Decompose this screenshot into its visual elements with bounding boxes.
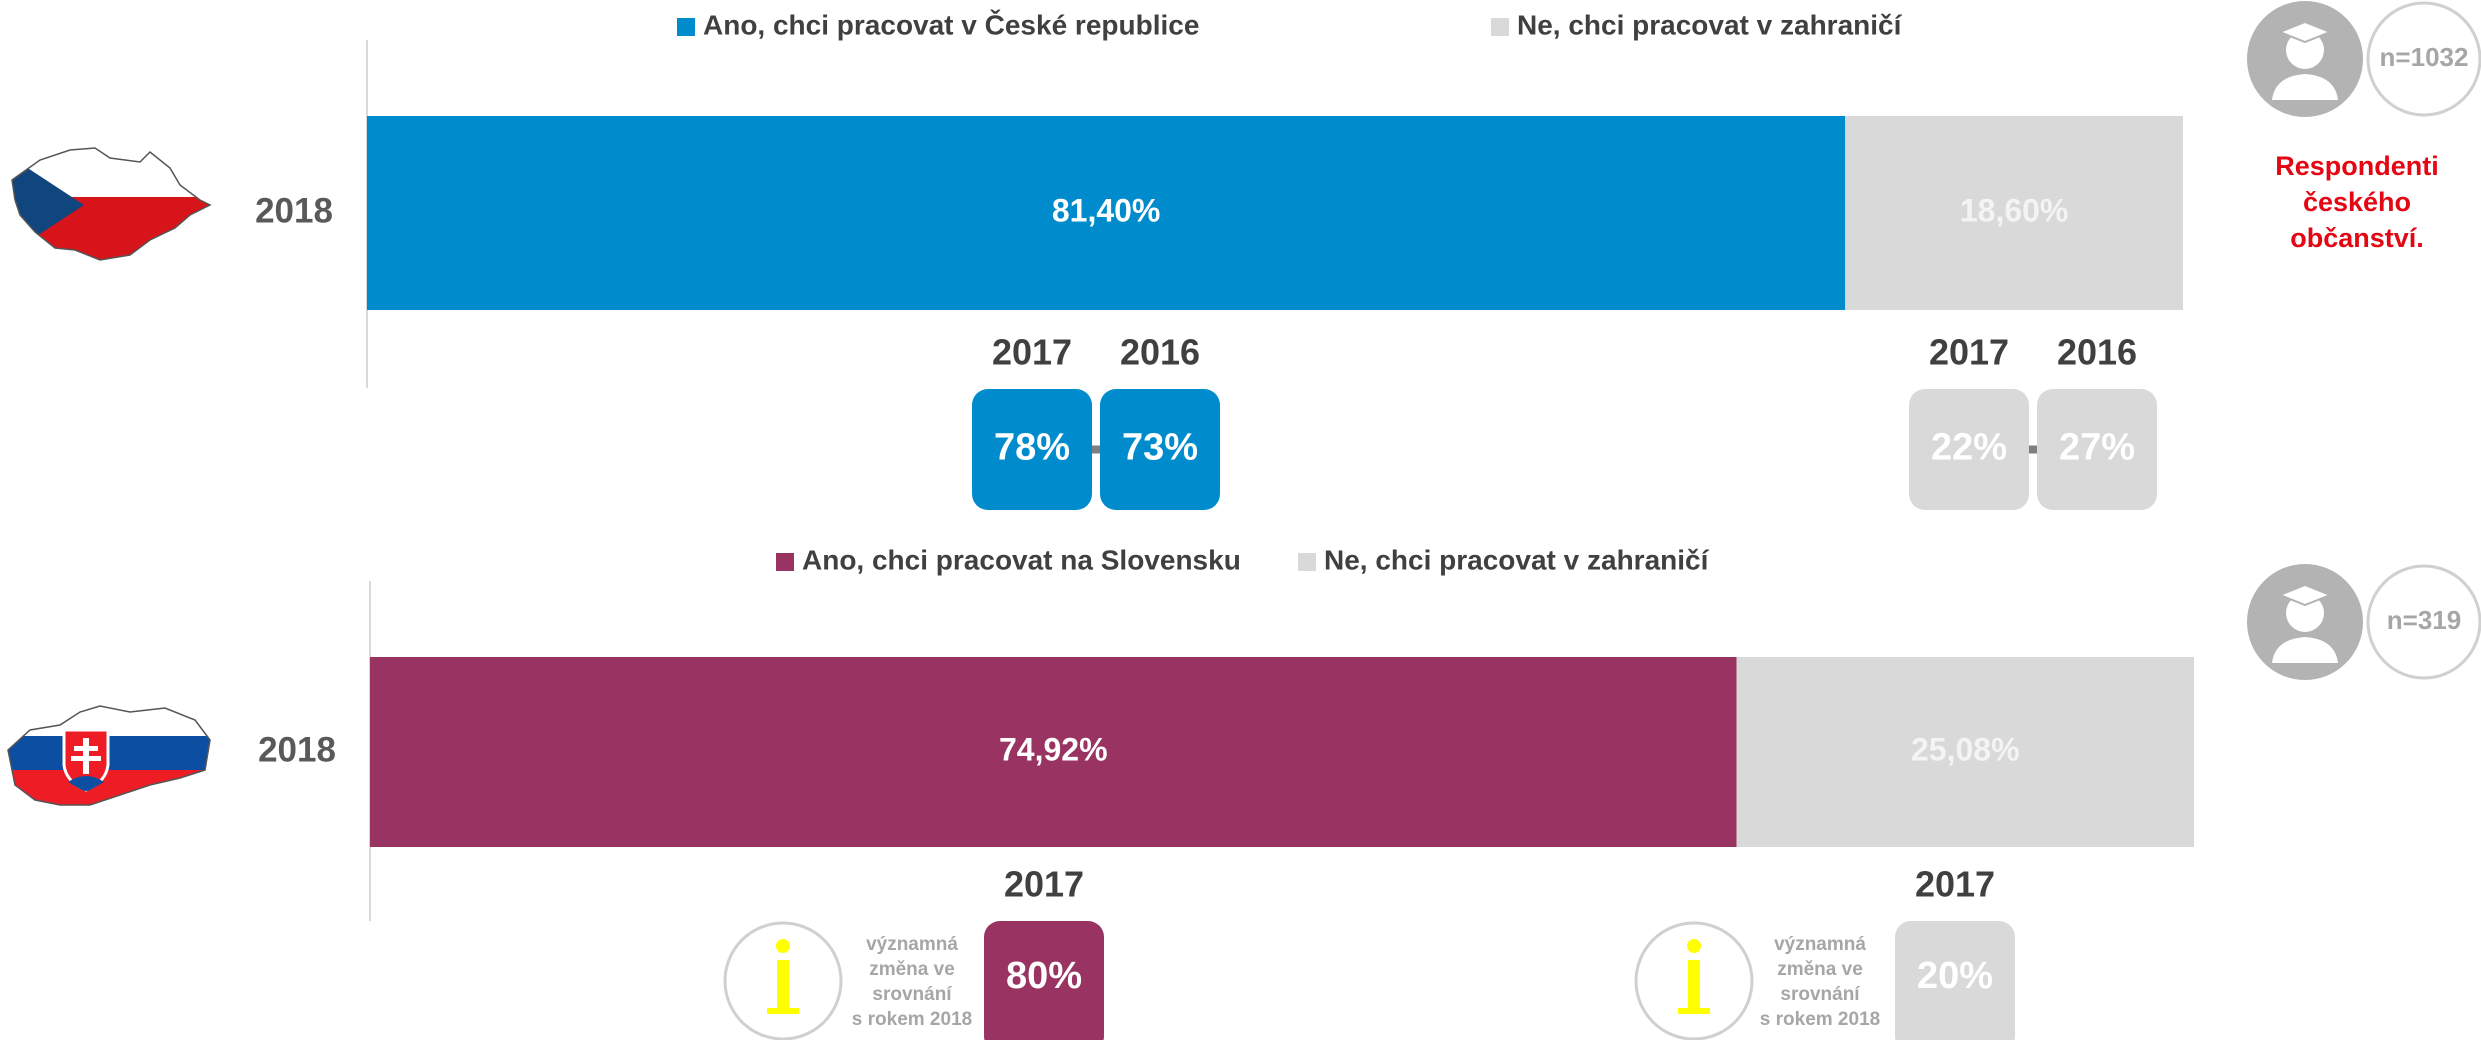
legend-swatch xyxy=(1298,553,1316,571)
info-dot xyxy=(776,939,790,953)
legend-swatch xyxy=(677,18,695,36)
bar-value-label: 81,40% xyxy=(1052,192,1161,228)
bar-value-label: 25,08% xyxy=(1911,731,2020,767)
info-text: srovnání xyxy=(872,984,952,1005)
info-dot xyxy=(1687,939,1701,953)
comparison-value: 73% xyxy=(1122,427,1198,469)
bar-segment xyxy=(1736,657,2194,847)
sample-circle xyxy=(2366,564,2481,680)
comparison-box xyxy=(1909,389,2029,510)
info-base xyxy=(767,1008,799,1014)
graduate-icon xyxy=(2247,564,2363,680)
comparison-year: 2016 xyxy=(1120,332,1200,373)
info-text: s rokem 2018 xyxy=(852,1009,972,1030)
info-base xyxy=(1678,1008,1710,1014)
note: českého xyxy=(2303,187,2411,217)
comparison-value: 78% xyxy=(994,427,1070,469)
info-text: změna ve xyxy=(869,959,955,980)
legend-swatch xyxy=(776,553,794,571)
note: Respondenti xyxy=(2275,151,2439,181)
sample-circle xyxy=(2366,1,2481,117)
comparison-year: 2017 xyxy=(1929,332,2009,373)
slovak-flag-map xyxy=(7,705,211,806)
legend-label: Ne, chci pracovat v zahraničí xyxy=(1517,9,1903,40)
info-text: srovnání xyxy=(1780,984,1860,1005)
category-label: 2018 xyxy=(255,191,333,230)
comparison-year: 2016 xyxy=(2057,332,2137,373)
comparison-value: 80% xyxy=(1006,955,1082,997)
category-label: 2018 xyxy=(258,730,336,769)
connector xyxy=(2029,445,2037,454)
info-stem xyxy=(777,960,789,1012)
comparison-year: 2017 xyxy=(992,332,1072,373)
comparison-box xyxy=(2037,389,2157,510)
legend-label: Ano, chci pracovat na Slovensku xyxy=(802,544,1241,575)
bar-segment xyxy=(1845,116,2183,310)
sample-size: n=319 xyxy=(2387,605,2461,635)
note: občanství. xyxy=(2290,223,2424,253)
info-text: významná xyxy=(866,934,958,955)
legend-label: Ano, chci pracovat v České republice xyxy=(703,8,1199,40)
comparison-value: 27% xyxy=(2059,427,2135,469)
comparison-year: 2017 xyxy=(1004,864,1084,905)
bar-segment xyxy=(367,116,1846,310)
comparison-box xyxy=(972,389,1092,510)
comparison-box xyxy=(1895,921,2015,1040)
graduate-icon xyxy=(2247,1,2363,117)
legend-swatch xyxy=(1491,18,1509,36)
legend-label: Ne, chci pracovat v zahraničí xyxy=(1324,544,1710,575)
comparison-value: 20% xyxy=(1917,955,1993,997)
info-text: významná xyxy=(1774,934,1866,955)
comparison-box xyxy=(984,921,1104,1040)
info-text: s rokem 2018 xyxy=(1760,1009,1880,1030)
comparison-value: 22% xyxy=(1931,427,2007,469)
comparison-box xyxy=(1100,389,1220,510)
comparison-year: 2017 xyxy=(1915,864,1995,905)
czech-flag-map xyxy=(11,147,212,261)
bar-value-label: 74,92% xyxy=(999,731,1108,767)
bar-segment xyxy=(370,657,1737,847)
info-stem xyxy=(1688,960,1700,1012)
connector xyxy=(1092,445,1100,454)
info-text: změna ve xyxy=(1777,959,1863,980)
bar-value-label: 18,60% xyxy=(1960,192,2069,228)
sample-size: n=1032 xyxy=(2380,42,2469,72)
